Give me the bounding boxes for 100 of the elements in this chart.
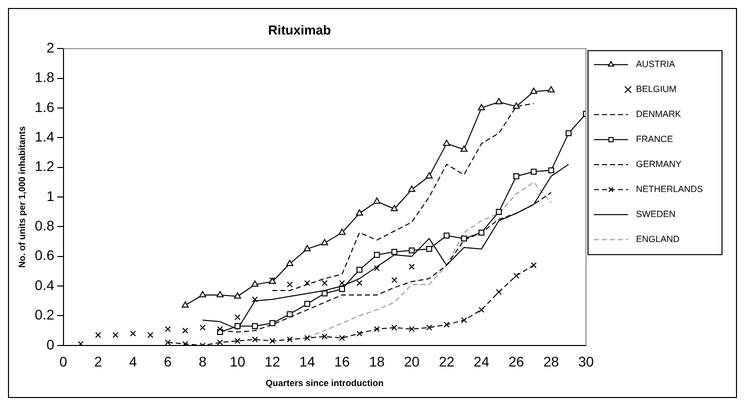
point — [513, 272, 520, 279]
x-tick-label: 30 — [578, 354, 594, 370]
point — [286, 336, 293, 342]
point — [391, 248, 398, 255]
y-tick-label: 0.6 — [34, 247, 54, 264]
legend-label: BELGIUM — [636, 84, 677, 94]
point — [460, 146, 468, 152]
point — [269, 320, 276, 326]
y-tick-label: 1.6 — [34, 98, 54, 115]
point — [374, 326, 380, 332]
point — [252, 296, 258, 302]
line-series — [306, 182, 552, 338]
point — [339, 286, 346, 292]
x-tick-label: 6 — [164, 354, 172, 370]
point — [339, 335, 346, 341]
point — [356, 280, 362, 286]
point — [391, 324, 398, 331]
point — [478, 104, 485, 110]
point — [356, 209, 364, 216]
point — [338, 228, 346, 235]
y-tick-label: 0 — [46, 336, 54, 352]
x-tick-label: 12 — [264, 354, 280, 370]
point — [478, 306, 484, 313]
point — [286, 311, 293, 318]
y-tick-label: 0.2 — [34, 306, 54, 323]
point — [478, 230, 484, 236]
y-tick-label: 1.4 — [34, 128, 54, 144]
legend-label: ENGLAND — [636, 234, 680, 244]
point — [78, 340, 84, 346]
y-axis-title: No. of units per 1,000 inhabitants — [16, 126, 27, 268]
point — [234, 338, 240, 344]
x-tick-label: 20 — [404, 354, 420, 370]
point — [339, 280, 346, 286]
x-tick-label: 26 — [508, 354, 524, 370]
point — [234, 314, 240, 320]
point — [112, 332, 119, 338]
point — [391, 277, 398, 284]
x-tick-label: 22 — [438, 354, 455, 370]
y-tick-label: 1.2 — [34, 158, 54, 174]
point — [322, 280, 328, 286]
point — [199, 290, 206, 298]
legend-label: GERMANY — [636, 159, 682, 170]
point — [374, 252, 380, 258]
x-tick-label: 16 — [334, 354, 350, 370]
legend-label: SWEDEN — [636, 209, 676, 220]
y-tick-label: 1 — [46, 188, 54, 204]
point — [356, 330, 362, 337]
point — [286, 260, 294, 266]
point — [304, 244, 311, 252]
point — [286, 282, 293, 288]
point — [304, 300, 310, 307]
x-tick-label: 14 — [299, 354, 316, 370]
point — [548, 86, 555, 92]
legend-label: NETHERLANDS — [636, 184, 704, 194]
x-tick-label: 8 — [198, 354, 207, 370]
point — [530, 88, 538, 94]
point — [217, 339, 224, 346]
point — [566, 130, 572, 136]
point — [304, 335, 310, 341]
point — [356, 266, 362, 273]
x-tick-label: 2 — [94, 354, 102, 370]
point — [374, 265, 380, 272]
x-tick-label: 18 — [369, 354, 385, 370]
point — [408, 326, 415, 332]
point — [513, 173, 520, 180]
y-tick-label: 2 — [46, 39, 54, 56]
x-tick-label: 24 — [474, 354, 490, 370]
point — [164, 326, 171, 332]
y-tick-label: 0.8 — [34, 218, 54, 234]
point — [444, 322, 450, 328]
point — [147, 332, 154, 338]
legend-label: FRANCE — [636, 134, 674, 144]
legend-label: AUSTRIA — [636, 59, 676, 70]
point — [164, 339, 171, 346]
point — [408, 264, 415, 270]
x-tick-label: 4 — [129, 354, 138, 370]
point — [322, 290, 328, 296]
point — [408, 186, 416, 192]
point — [426, 172, 433, 178]
point — [512, 102, 520, 109]
point — [130, 330, 136, 337]
point — [252, 336, 258, 342]
point — [216, 290, 224, 298]
point — [234, 323, 240, 330]
x-tick-label: 0 — [59, 354, 68, 370]
point — [182, 328, 188, 334]
x-tick-label: 10 — [230, 354, 246, 370]
point — [200, 324, 206, 331]
point — [304, 280, 310, 286]
point — [530, 262, 537, 268]
point — [269, 338, 276, 344]
point — [373, 197, 380, 204]
line-series — [272, 102, 534, 291]
point — [548, 167, 554, 174]
point — [182, 301, 189, 308]
point — [426, 246, 432, 252]
point — [95, 332, 102, 338]
point — [496, 289, 502, 295]
point — [461, 317, 468, 324]
x-tick-label: 28 — [543, 354, 560, 370]
